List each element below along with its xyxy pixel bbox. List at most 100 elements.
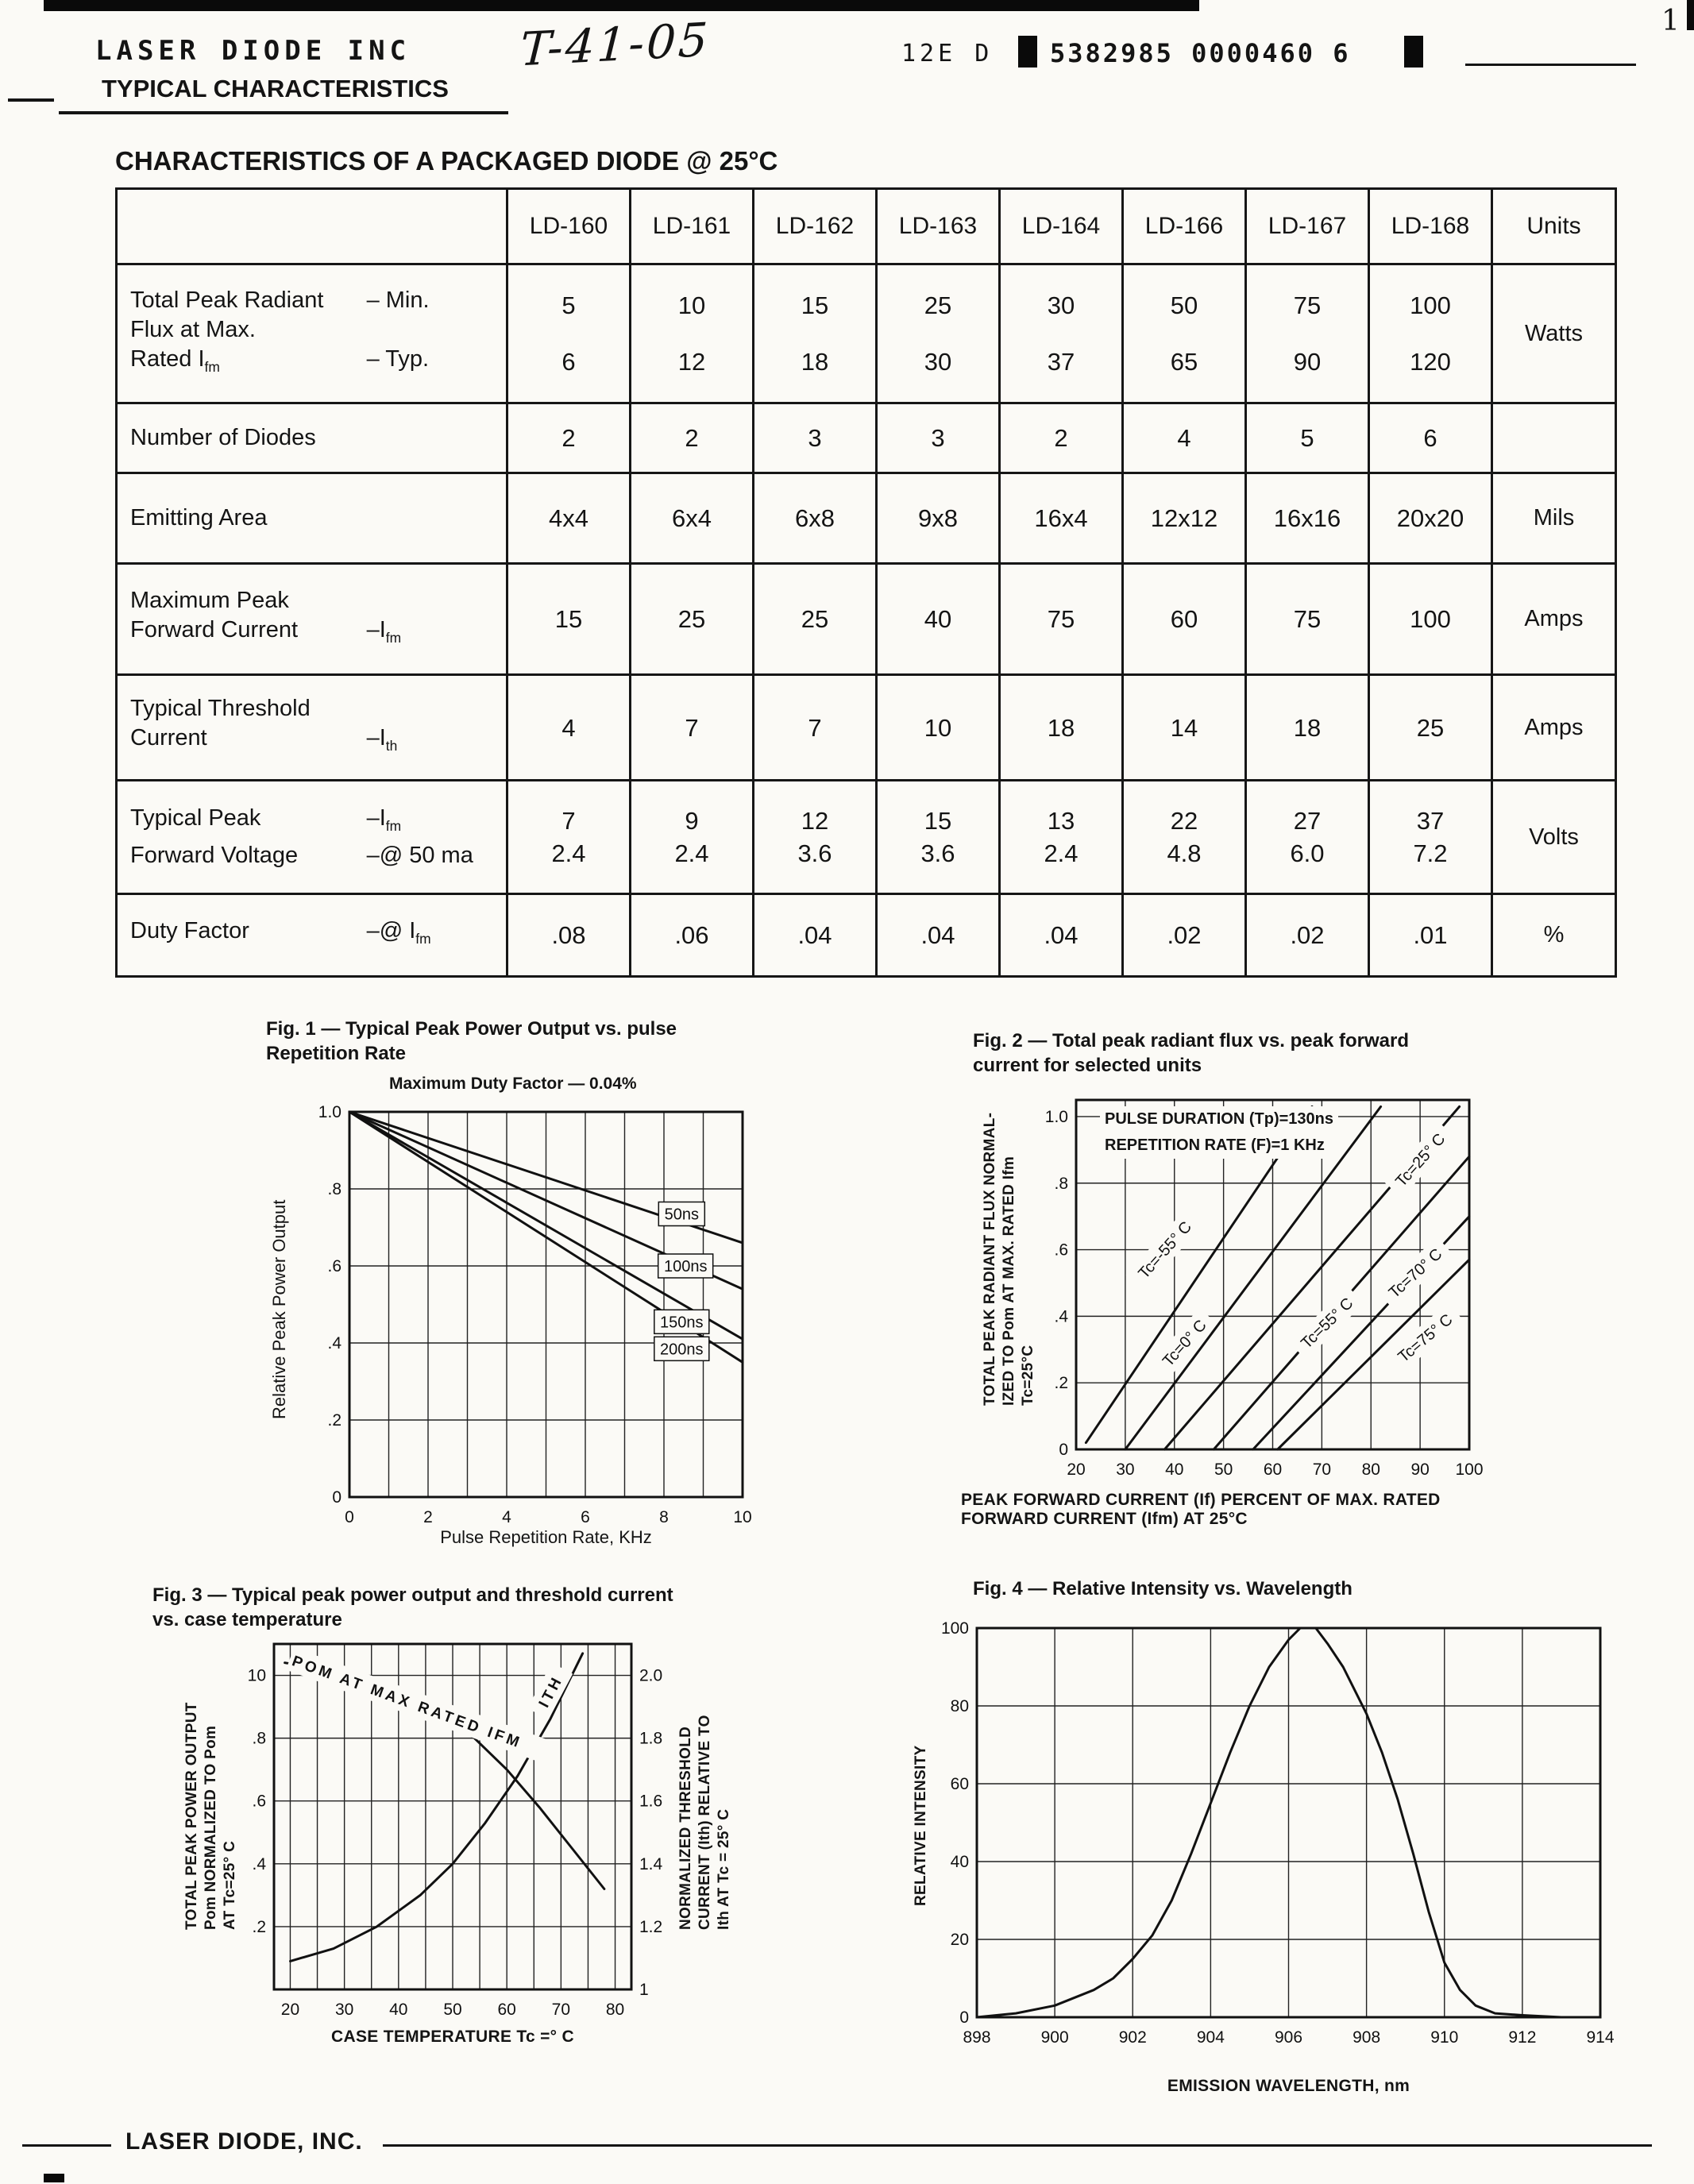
x-tick-label: 914 [1586,2028,1614,2047]
figure-3: Fig. 3 — Typical peak power output and t… [103,1576,858,2101]
y-tick-label: .6 [327,1257,342,1275]
value-cell: 50 65 [1121,263,1247,404]
x-axis-label: PEAK FORWARD CURRENT (If) PERCENT OF MAX… [961,1491,1644,1529]
y-tick-label: .2 [252,1918,266,1936]
units-cell: % [1491,893,1617,978]
value-cell: .02 [1121,893,1247,978]
x-tick-label: 40 [389,2001,407,2019]
y-tick-label: 0 [1059,1441,1068,1459]
y-tick-label: .2 [327,1411,342,1430]
figure-3-caption: Fig. 3 — Typical peak power output and t… [152,1583,804,1632]
table-row: Duty Factor –@ Ifm .08.06.04.04.04.02.02.0… [115,893,1617,978]
value-cell: .08 [506,893,631,978]
x-tick-label: 900 [1041,2028,1069,2047]
value-cell: 15 3.6 [875,779,1001,895]
caption-line: Fig. 3 — Typical peak power output and t… [152,1584,673,1606]
row-label: Emitting Area [115,472,508,565]
series-line [1124,1105,1383,1451]
column-header: LD-161 [629,187,754,265]
y-axis-label: Relative Peak Power Output [269,1199,289,1419]
value-cell: 20x20 [1368,472,1493,565]
table-row: Typical Threshold Current –Ith 4 7 7 10 18 14 18 2… [115,673,1617,781]
units-cell: Watts [1491,263,1617,404]
x-tick-label: 90 [1410,1461,1429,1479]
x-tick-label: 70 [552,2001,570,2019]
value-cell: .02 [1244,893,1370,978]
x-axis-label: EMISSION WAVELENGTH, nm [1167,2077,1410,2095]
x-tick-label: 30 [1116,1461,1134,1479]
table-row: Total Peak Radiant – Min. Flux at Max. Rate… [115,263,1617,404]
value-cell: 4x4 [506,472,631,565]
value-cell: 2 [629,402,754,474]
y-axis-label-left: TOTAL PEAK POWER OUTPUT Pom NORMALIZED T… [183,1702,240,1930]
y-tick-label: 20 [951,1931,969,1949]
value-cell: 75 [998,562,1124,676]
y-tick-label: .4 [252,1855,266,1873]
series-line [289,1652,585,1962]
table-row: Typical Peak –Ifm Forward Voltage –@ 50 ma 7… [115,779,1617,895]
column-header: LD-164 [998,187,1124,265]
caption-line: Repetition Rate [266,1043,407,1064]
corner-cell [115,187,508,265]
x-axis-label: CASE TEMPERATURE Tc =° C [331,2028,574,2046]
x-tick-label: 60 [1264,1461,1282,1479]
y-tick-label: 1.0 [318,1103,342,1121]
x-tick-label: 902 [1119,2028,1147,2047]
figure-1-caption: Fig. 1 — Typical Peak Power Output vs. p… [266,1017,758,1066]
figure-2-caption: Fig. 2 — Total peak radiant flux vs. pea… [973,1028,1489,1078]
figure-1-chart: 0 2 4 6 8 10 1.0 .8 .6 .4 .2 0 50ns 100ns 150ns 200ns [318,1103,752,1526]
value-cell: 7 [752,673,878,781]
value-cell: 27 6.0 [1244,779,1370,895]
scan-artifact-top-bar [44,0,1199,11]
y-tick-label: .2 [1054,1374,1068,1392]
x-tick-label: 2 [423,1508,433,1526]
figure-4-caption: Fig. 4 — Relative Intensity vs. Waveleng… [973,1576,1545,1601]
y-tick-label-right: 1 [639,1981,649,1999]
y-axis-label-right: NORMALIZED THRESHOLD CURRENT (Ith) RELAT… [677,1715,734,1930]
y-tick-label: 60 [951,1775,969,1793]
svg-text:Tc=25° C: Tc=25° C [1392,1130,1449,1190]
stamp-block-left [1018,36,1037,68]
caption-line: vs. case temperature [152,1609,342,1630]
table-row: Maximum Peak Forward Current –Ifm 15 25 25 40 7… [115,562,1617,676]
value-cell: 12 3.6 [752,779,878,895]
value-cell: 6 [1368,402,1493,474]
column-header: Units [1491,187,1617,265]
y-tick-label-right: 1.4 [639,1855,663,1873]
company-name: LASER DIODE INC [95,35,411,67]
y-tick-label-right: 1.8 [639,1730,662,1748]
caption-line: current for selected units [973,1055,1202,1076]
caption-line: Fig. 1 — Typical Peak Power Output vs. p… [266,1018,677,1040]
column-header: LD-166 [1121,187,1247,265]
value-cell: .04 [752,893,878,978]
x-tick-label: 0 [345,1508,354,1526]
value-cell: 14 [1121,673,1247,781]
axis-label-line: NORMALIZED THRESHOLD [677,1726,694,1930]
x-tick-label: 60 [498,2001,516,2019]
svg-text:Tc=55° C: Tc=55° C [1298,1295,1356,1352]
y-tick-label: .4 [1054,1307,1068,1325]
svg-text:POM AT MAX RATED IFM: POM AT MAX RATED IFM [290,1653,524,1752]
x-tick-label: 904 [1197,2028,1225,2047]
y-tick-label: .6 [1054,1241,1068,1260]
axis-label-line: TOTAL PEAK RADIANT FLUX NORMAL- [982,1112,998,1406]
value-cell: 18 [998,673,1124,781]
row-label: Total Peak Radiant – Min. Flux at Max. Rate… [115,263,508,404]
table-row: Number of Diodes 2 2 3 3 2 4 5 6 [115,402,1617,474]
stamp-number: 5382985 0000460 6 [1050,38,1351,68]
heading-margin-rule [8,98,54,102]
value-cell: 22 4.8 [1121,779,1247,895]
x-tick-label: 70 [1313,1461,1331,1479]
value-cell: 16x4 [998,472,1124,565]
plot-border [348,1110,744,1499]
annotation-line: REPETITION RATE (F)=1 KHz [1105,1136,1325,1154]
x-tick-label: 50 [1214,1461,1233,1479]
x-tick-label: 912 [1508,2028,1536,2047]
scan-artifact-corner-mark [1687,0,1694,30]
stamp-block-right [1404,36,1423,68]
x-tick-label: 80 [1362,1461,1380,1479]
axis-label-line: PEAK FORWARD CURRENT (If) PERCENT OF MAX… [961,1491,1441,1509]
series-line [1084,1105,1314,1445]
axis-label-line: Tc=25°C [1020,1345,1036,1406]
